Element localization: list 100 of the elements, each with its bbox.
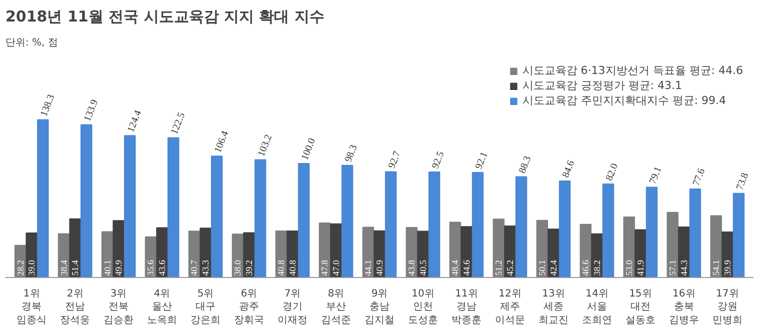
data-label: 40.1 <box>102 260 112 276</box>
chart-subtitle: 단위: %, 점 <box>6 38 58 48</box>
data-label: 88.3 <box>517 154 534 176</box>
bar <box>504 225 516 278</box>
legend-label: 시도교육감 6·13지방선거 득표율 평균: 44.6 <box>522 63 743 78</box>
data-label: 47.0 <box>331 260 342 276</box>
data-label: 79.1 <box>648 165 664 186</box>
bar <box>548 228 560 278</box>
x-tick-label: 5위 대구 강은희 <box>190 288 221 326</box>
bar <box>678 226 690 278</box>
data-label: 103.2 <box>256 133 275 158</box>
bar <box>341 164 354 278</box>
x-tick-label: 4위 울산 노옥희 <box>147 288 178 326</box>
bar <box>732 192 745 278</box>
bar <box>515 176 528 278</box>
x-tick-label: 15위 대전 설동호 <box>625 288 656 326</box>
data-label: 51.2 <box>494 260 504 276</box>
x-tick-label: 16위 충북 김병우 <box>668 288 699 326</box>
x-tick-label: 3위 전북 김승환 <box>104 288 134 326</box>
data-label: 39.9 <box>722 260 732 276</box>
data-label: 44.6 <box>461 260 472 276</box>
bar <box>330 223 342 278</box>
data-label: 43.3 <box>200 260 211 276</box>
data-label: 44.1 <box>363 260 374 276</box>
bar <box>384 171 397 278</box>
data-label: 84.6 <box>560 159 578 180</box>
x-tick-label: 13위 세종 최교진 <box>538 288 568 326</box>
data-label: 48.4 <box>450 260 460 276</box>
x-tick-label: 2위 전남 장석웅 <box>60 288 90 326</box>
data-label: 82.0 <box>604 162 621 182</box>
data-label: 49.9 <box>114 260 124 276</box>
data-label: 44.3 <box>678 260 689 276</box>
bar <box>472 172 484 278</box>
data-label: 41.9 <box>635 260 646 276</box>
data-label: 28.2 <box>15 260 26 276</box>
data-label: 43.8 <box>406 260 417 276</box>
chart-title: 2018년 11월 전국 시도교육감 지지 확대 지수 <box>6 8 324 26</box>
x-tick-label: 8위 부산 김석준 <box>321 288 352 326</box>
data-label: 45.2 <box>504 260 515 276</box>
data-label: 39.2 <box>244 260 254 276</box>
x-tick-label: 6위 광주 장휘국 <box>234 288 264 326</box>
bar <box>254 159 266 278</box>
data-label: 38.4 <box>58 260 69 276</box>
bar <box>646 186 658 278</box>
bar <box>112 220 124 278</box>
bar <box>710 215 722 278</box>
data-label: 92.1 <box>474 150 490 171</box>
x-tick-label: 7위 경기 이재정 <box>278 288 308 326</box>
bar <box>460 226 472 278</box>
data-label: 40.5 <box>418 260 428 276</box>
data-label: 100.0 <box>300 136 318 162</box>
data-label: 98.3 <box>343 143 360 164</box>
x-tick-label: 11위 경남 박종훈 <box>451 288 482 326</box>
data-label: 73.8 <box>734 171 752 192</box>
legend-label: 시도교육감 주민지지확대지수 평균: 99.4 <box>522 93 726 108</box>
data-label: 38.2 <box>592 260 602 276</box>
bar <box>428 171 440 278</box>
x-tick-label: 14위 서울 조희연 <box>582 288 612 326</box>
data-label: 40.8 <box>288 260 298 276</box>
bar <box>69 218 81 278</box>
bar <box>210 156 223 278</box>
data-label: 92.5 <box>430 150 447 170</box>
data-label: 43.6 <box>157 260 168 276</box>
data-label: 138.3 <box>38 93 58 118</box>
x-tick-label: 9위 충남 김지철 <box>364 288 394 326</box>
bar <box>200 228 212 278</box>
data-label: 40.9 <box>374 260 384 276</box>
bar <box>689 188 702 278</box>
x-tick-label: 17위 강원 민병희 <box>712 288 742 326</box>
data-label: 122.5 <box>169 111 188 136</box>
bar <box>37 119 49 278</box>
data-label: 39.0 <box>26 260 37 276</box>
bar <box>167 137 180 278</box>
data-label: 40.8 <box>276 260 286 276</box>
data-label: 47.8 <box>320 260 330 276</box>
data-label: 35.6 <box>146 260 156 276</box>
data-label: 50.1 <box>537 260 548 276</box>
bar <box>666 212 678 278</box>
data-label: 133.9 <box>82 98 101 124</box>
x-tick-label: 1위 경북 임종식 <box>16 288 47 326</box>
bar <box>602 183 614 278</box>
data-label: 92.7 <box>386 150 404 170</box>
legend-label: 시도교육감 긍정평가 평균: 43.1 <box>522 78 682 93</box>
data-label: 77.6 <box>691 167 708 188</box>
data-label: 124.4 <box>126 109 144 134</box>
data-label: 40.7 <box>189 260 200 276</box>
data-label: 54.1 <box>711 260 722 276</box>
data-label: 57.1 <box>668 260 678 276</box>
x-tick-label: 10위 인천 도성훈 <box>408 288 438 326</box>
data-label: 106.4 <box>212 130 232 154</box>
bar <box>298 162 310 278</box>
data-label: 46.6 <box>580 260 591 276</box>
bar <box>634 229 646 278</box>
data-label: 42.4 <box>548 260 558 276</box>
data-label: 38.0 <box>232 260 243 276</box>
bar <box>80 124 92 278</box>
x-tick-label: 12위 제주 이석문 <box>494 288 525 326</box>
data-label: 53.0 <box>624 260 634 276</box>
bar <box>558 180 571 278</box>
bar <box>124 135 136 278</box>
